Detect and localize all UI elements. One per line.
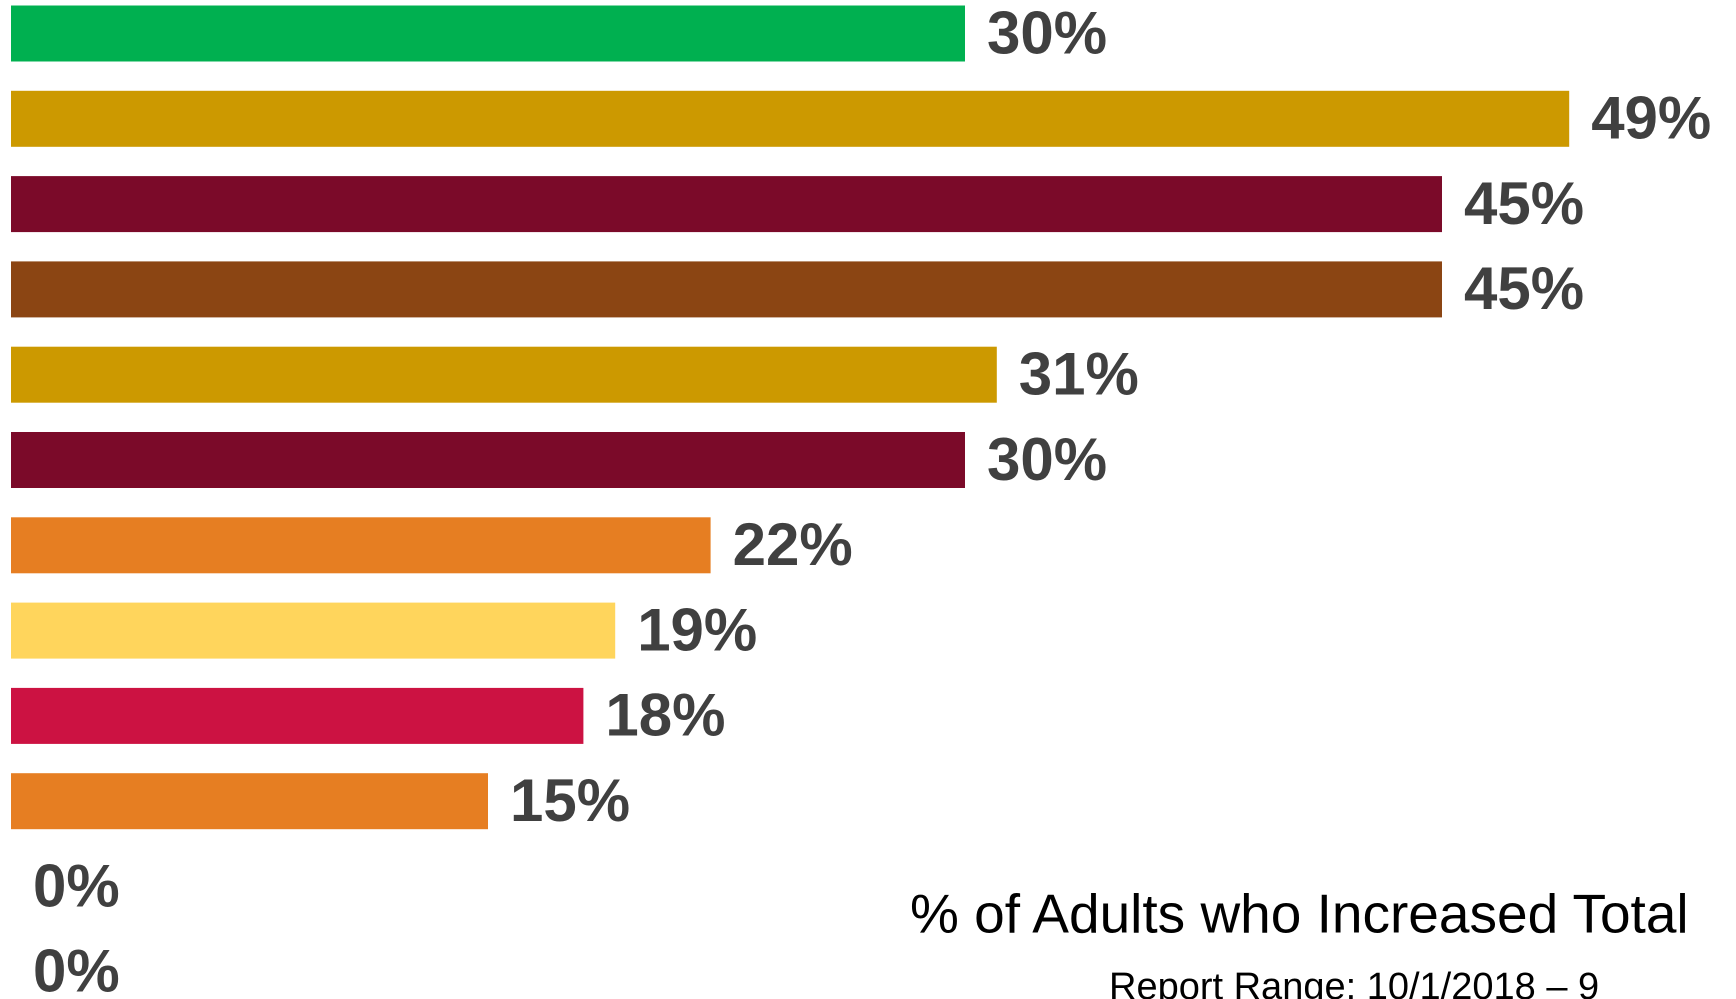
bar — [11, 90, 1570, 147]
bar — [11, 261, 1442, 318]
value-label: 15% — [510, 767, 630, 834]
value-label: 45% — [1464, 170, 1584, 237]
value-label: 0% — [33, 852, 120, 919]
bar — [11, 773, 488, 830]
value-label: 30% — [987, 426, 1107, 493]
value-label: 31% — [1019, 341, 1139, 408]
chart-subtitle: Report Range: 10/1/2018 – 9 — [1109, 966, 1599, 999]
value-label: 19% — [637, 596, 757, 663]
value-label: 0% — [33, 938, 120, 999]
value-label: 49% — [1591, 85, 1711, 152]
bar — [11, 432, 965, 488]
bar — [11, 517, 711, 574]
value-label: 18% — [605, 682, 725, 749]
value-label: 22% — [733, 511, 853, 578]
chart-title: % of Adults who Increased Total — [910, 883, 1689, 945]
value-label: 45% — [1464, 255, 1584, 322]
bar — [11, 176, 1442, 233]
bar — [11, 346, 997, 403]
bar — [11, 602, 616, 659]
bar — [11, 5, 965, 62]
bar — [11, 687, 584, 744]
value-label: 30% — [987, 0, 1107, 66]
